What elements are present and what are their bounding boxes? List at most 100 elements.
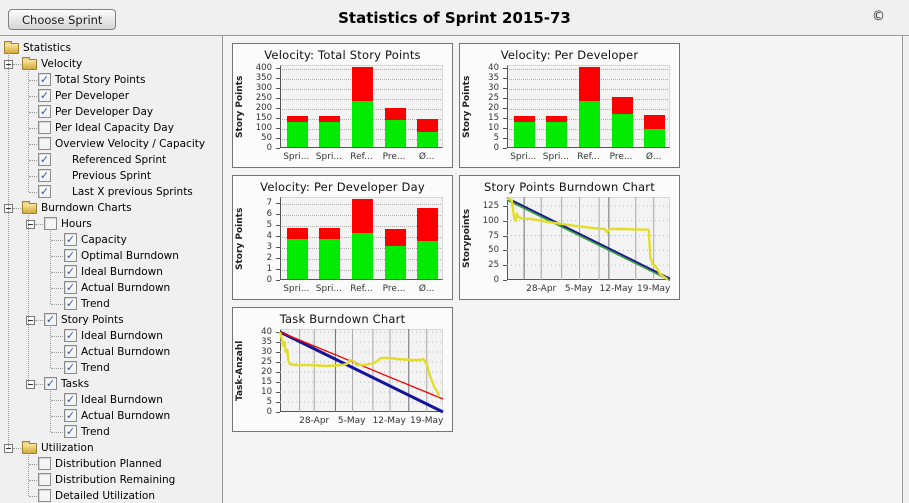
tree-item-per-developer-day[interactable]: ✓ Per Developer Day	[0, 104, 222, 120]
tree-item-last-x-previous-sprints[interactable]: ✓ Last X previous Sprints	[0, 184, 222, 200]
statistics-tree: Statistics Velocity ✓ Total Story Points ✓ Pe…	[0, 40, 222, 503]
x-tick-label: 28-Apr	[526, 284, 557, 294]
checkbox[interactable]: ✓	[64, 265, 77, 278]
tree-rail	[8, 53, 9, 448]
tree-item-per-ideal-capacity-day[interactable]: Per Ideal Capacity Day	[0, 120, 222, 136]
chart-panel-task-burndown: Task Burndown Chart 0 5 10 15 20 25 30 35 40 Task…	[232, 307, 453, 432]
checkbox[interactable]: ✓	[64, 249, 77, 262]
y-tick-label: 5	[266, 219, 272, 230]
tree-item-ideal-burndown[interactable]: ✓ Ideal Burndown	[0, 328, 222, 344]
choose-sprint-button[interactable]: Choose Sprint	[8, 9, 117, 30]
checkbox[interactable]: ✓	[64, 329, 77, 342]
checkbox[interactable]: ✓	[64, 425, 77, 438]
x-tick-label: Pre...	[609, 152, 633, 162]
bar-segment-green	[286, 239, 308, 279]
y-tick-mark	[276, 138, 280, 139]
y-tick-mark	[503, 220, 507, 222]
copyright-icon[interactable]: ©	[872, 9, 885, 24]
tree-item-previous-sprint[interactable]: ✓ Previous Sprint	[0, 168, 222, 184]
tree-item-actual-burndown[interactable]: ✓ Actual Burndown	[0, 408, 222, 424]
tree-item-capacity[interactable]: ✓ Capacity	[0, 232, 222, 248]
tree-connector	[51, 416, 63, 417]
bar-segment-green	[546, 122, 568, 147]
tree-item-tasks[interactable]: ✓ Tasks	[0, 376, 222, 392]
x-tick-label: Spri...	[542, 152, 569, 162]
tree-item-utilization[interactable]: Utilization	[0, 440, 222, 456]
tree-item-ideal-burndown[interactable]: ✓ Ideal Burndown	[0, 392, 222, 408]
bar-segment-red	[384, 229, 406, 246]
x-tick-label: Pre...	[382, 152, 406, 162]
checkbox[interactable]: ✓	[38, 169, 51, 182]
x-tick-label: 5-May	[337, 416, 366, 426]
tree-item-per-developer[interactable]: ✓ Per Developer	[0, 88, 222, 104]
tree-item-referenced-sprint[interactable]: ✓ Referenced Sprint	[0, 152, 222, 168]
y-tick-mark	[276, 68, 280, 69]
tree-connector	[13, 64, 21, 65]
checkbox[interactable]: ✓	[64, 233, 77, 246]
bar-segment-red	[579, 67, 600, 101]
checkbox[interactable]: ✓	[38, 105, 51, 118]
checkbox[interactable]	[38, 121, 51, 134]
tree-item-label: Trend	[81, 426, 110, 438]
checkbox[interactable]	[38, 137, 51, 150]
checkbox[interactable]	[38, 457, 51, 470]
tree-item-burndown-charts[interactable]: Burndown Charts	[0, 200, 222, 216]
checkmark-icon: ✓	[65, 281, 76, 294]
checkbox[interactable]: ✓	[38, 185, 51, 198]
tree-item-trend[interactable]: ✓ Trend	[0, 424, 222, 440]
y-tick-label: 0	[493, 275, 499, 285]
tree-item-velocity[interactable]: Velocity	[0, 56, 222, 72]
tree-connector	[51, 368, 63, 369]
tree-connector	[29, 464, 37, 465]
tree-rail	[28, 213, 29, 384]
bar-segment-red	[319, 227, 341, 240]
checkbox[interactable]: ✓	[64, 297, 77, 310]
bar-segment-red	[352, 199, 373, 233]
tree-item-actual-burndown[interactable]: ✓ Actual Burndown	[0, 344, 222, 360]
tree-item-total-story-points[interactable]: ✓ Total Story Points	[0, 72, 222, 88]
y-tick-mark	[276, 402, 280, 403]
y-tick-label: 30	[488, 83, 499, 93]
checkbox[interactable]: ✓	[38, 153, 51, 166]
collapse-icon[interactable]	[26, 220, 35, 229]
bar-1	[286, 227, 308, 279]
tree-item-story-points[interactable]: ✓ Story Points	[0, 312, 222, 328]
checkbox[interactable]: ✓	[64, 345, 77, 358]
tree-item-overview-velocity-capacity[interactable]: Overview Velocity / Capacity	[0, 136, 222, 152]
collapse-icon[interactable]	[26, 380, 35, 389]
tree-connector	[51, 288, 63, 289]
bar-5	[417, 119, 439, 147]
checkbox[interactable]: ✓	[38, 89, 51, 102]
tree-item-label: Burndown Charts	[41, 202, 132, 214]
tree-item-detailed-utilization[interactable]: Detailed Utilization	[0, 488, 222, 503]
tree-item-ideal-burndown[interactable]: ✓ Ideal Burndown	[0, 264, 222, 280]
checkbox[interactable]: ✓	[64, 409, 77, 422]
checkbox[interactable]	[38, 473, 51, 486]
checkbox[interactable]: ✓	[64, 393, 77, 406]
bar-segment-green	[417, 240, 439, 279]
checkbox[interactable]: ✓	[64, 361, 77, 374]
checkbox[interactable]: ✓	[38, 73, 51, 86]
tree-item-hours[interactable]: Hours	[0, 216, 222, 232]
bar-segment-red	[611, 97, 633, 114]
x-tick-label: 19-May	[637, 284, 671, 294]
tree-connector	[35, 320, 43, 321]
tree-item-optimal-burndown[interactable]: ✓ Optimal Burndown	[0, 248, 222, 264]
checkbox[interactable]: ✓	[64, 281, 77, 294]
tree-item-statistics[interactable]: Statistics	[0, 40, 222, 56]
tree-item-trend[interactable]: ✓ Trend	[0, 360, 222, 376]
y-tick-mark	[276, 224, 280, 226]
y-tick-mark	[276, 362, 280, 363]
tree-connector	[13, 208, 21, 209]
y-tick-mark	[276, 202, 280, 204]
tree-item-distribution-planned[interactable]: Distribution Planned	[0, 456, 222, 472]
tree-item-distribution-remaining[interactable]: Distribution Remaining	[0, 472, 222, 488]
tree-item-label: Optimal Burndown	[81, 250, 179, 262]
tree-item-trend[interactable]: ✓ Trend	[0, 296, 222, 312]
y-tick-mark	[276, 78, 280, 79]
y-tick-label: 40	[261, 327, 272, 337]
collapse-icon[interactable]	[26, 316, 35, 325]
checkbox[interactable]	[38, 489, 51, 502]
chart-title: Velocity: Total Story Points	[264, 48, 421, 62]
tree-item-actual-burndown[interactable]: ✓ Actual Burndown	[0, 280, 222, 296]
